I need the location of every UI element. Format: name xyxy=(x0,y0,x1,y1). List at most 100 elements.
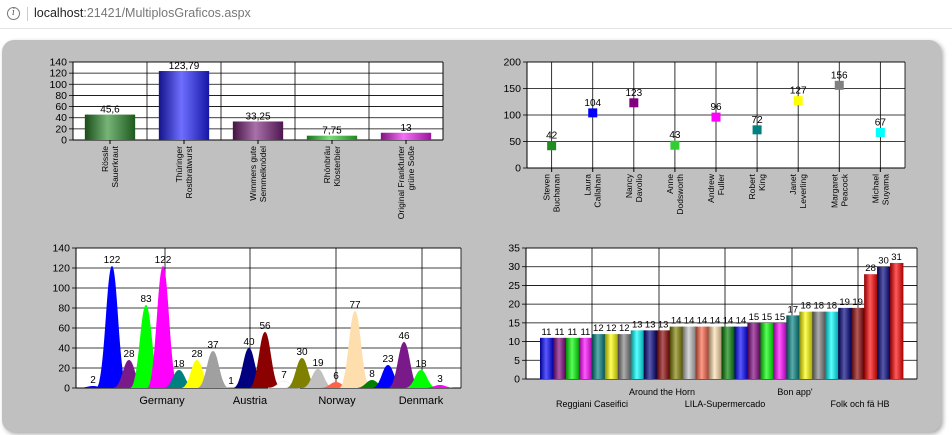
chart3-value-label: 19 xyxy=(312,358,324,369)
chart3-area xyxy=(96,266,128,388)
chart4-bar xyxy=(786,315,800,379)
chart1-bar xyxy=(84,114,136,140)
chart3-value-label: 30 xyxy=(296,347,308,358)
chart2-value-label: 43 xyxy=(669,130,681,141)
chart3-value-label: 40 xyxy=(243,337,255,348)
chart3-value-label: 8 xyxy=(369,369,375,380)
chart4-bar xyxy=(656,330,671,379)
chart3-area xyxy=(286,358,318,388)
chart4-bar xyxy=(591,334,606,379)
chart4-ytick-label: 5 xyxy=(514,355,520,367)
chart4-ytick-label: 35 xyxy=(508,243,520,255)
chart3-ytick-label: 40 xyxy=(58,343,70,355)
chart1-xtick-label: Original Frankfurtergrüne Soße xyxy=(396,146,416,219)
chart3-ytick-label: 120 xyxy=(52,263,70,275)
chart4-xtick-label-bottom: LILA-Supermercado xyxy=(685,399,766,409)
chart4-bar xyxy=(760,322,774,379)
chart2-value-label: 156 xyxy=(831,70,848,81)
chart2-point xyxy=(629,98,639,108)
chart4-xtick-label-bottom: Folk och fä HB xyxy=(830,399,889,409)
chart1-ytick-label: 40 xyxy=(55,112,67,124)
chart3-area xyxy=(405,370,437,388)
chart2-ytick-label: 200 xyxy=(503,57,521,69)
chart4-value-label: 12 xyxy=(606,323,617,334)
chart4-value-label: 28 xyxy=(865,263,876,274)
chart4-bar xyxy=(578,337,593,379)
chart4-bar xyxy=(695,326,709,379)
chart2-point xyxy=(711,112,721,122)
chart4-xtick-label-top: Bon app' xyxy=(777,387,813,397)
chart4-value-label: 18 xyxy=(800,301,811,312)
chart4-value-label: 11 xyxy=(580,327,590,338)
chart3-value-label: 3 xyxy=(437,374,443,385)
chart4-value-label: 11 xyxy=(542,327,552,338)
chart2-ytick-label: 50 xyxy=(509,136,521,148)
chart4-value-label: 15 xyxy=(775,312,786,323)
chart4-bar xyxy=(799,311,813,379)
chart4-value-label: 14 xyxy=(723,316,734,327)
address-bar[interactable]: i localhost:21421/MultiplosGraficos.aspx xyxy=(0,0,952,29)
chart2-xtick-label: StevenBuchanan xyxy=(542,174,562,213)
chart2-xtick-label: NancyDavolio xyxy=(624,173,644,202)
chart4-ytick-label: 30 xyxy=(508,261,520,273)
chart3-value-label: 1 xyxy=(228,376,234,387)
chart4-bar xyxy=(669,326,684,379)
chart1-xtick-label: RhönbräuKlosterbier xyxy=(322,146,342,187)
chart4-bar xyxy=(682,326,696,379)
chart1-xtick-label: Wimmers guteSemmelknödel xyxy=(248,146,268,202)
chart3-xtick-label: Austria xyxy=(233,395,268,407)
chart2-point xyxy=(547,141,557,151)
chart2-xtick-label: MargaretPeacock xyxy=(829,173,849,208)
chart1-bar xyxy=(158,71,210,140)
chart3-value-label: 122 xyxy=(104,255,121,266)
chart4-bar xyxy=(838,307,852,379)
chart1-ytick-label: 20 xyxy=(55,123,67,135)
chart4-bar xyxy=(812,311,826,379)
chart2-point xyxy=(834,80,844,90)
chart2-value-label: 96 xyxy=(710,102,722,113)
url-host: localhost xyxy=(34,6,84,20)
chart4-bar xyxy=(747,322,761,379)
chart4-xtick-label-top: Around the Horn xyxy=(629,387,695,397)
chart4-xtick-label-bottom: Reggiani Caseifici xyxy=(556,399,628,409)
chart4-value-label: 30 xyxy=(878,256,889,267)
chart3-value-label: 28 xyxy=(191,349,203,360)
chart4-value-label: 14 xyxy=(697,316,708,327)
chart4-value-label: 17 xyxy=(788,304,799,315)
chart4-value-label: 14 xyxy=(736,316,747,327)
chart2-xtick-label: RobertKing xyxy=(747,173,767,199)
chart1-ytick-label: 120 xyxy=(49,68,67,80)
chart2-xtick-label: LauraCallahan xyxy=(583,174,603,208)
chart3-ytick-label: 80 xyxy=(58,303,70,315)
chart1-value-label: 45,6 xyxy=(100,105,120,116)
chart1-ytick-label: 80 xyxy=(55,90,67,102)
chart2-value-label: 127 xyxy=(790,86,807,97)
chart3-area xyxy=(302,369,334,388)
chart4-bar xyxy=(773,322,787,379)
info-icon[interactable]: i xyxy=(7,7,20,20)
url-path: :21421/MultiplosGraficos.aspx xyxy=(83,6,251,20)
chart2-value-label: 42 xyxy=(546,131,558,142)
chart4-bar xyxy=(890,262,904,379)
url-text[interactable]: localhost:21421/MultiplosGraficos.aspx xyxy=(34,6,251,20)
chart2-point xyxy=(752,125,762,135)
chart4-value-label: 13 xyxy=(658,319,669,330)
chart1-xtick-label: RössleSauerkraut xyxy=(100,145,120,187)
chart4-bar xyxy=(825,311,839,379)
chart2-ytick-label: 100 xyxy=(503,110,521,122)
chart1-value-label: 123,79 xyxy=(169,61,200,72)
chart4-value-label: 14 xyxy=(710,316,721,327)
chart3-value-label: 37 xyxy=(207,340,219,351)
chart4-bar xyxy=(877,266,891,379)
chart3-area xyxy=(339,311,371,388)
chart3-area xyxy=(147,266,179,388)
chart4-value-label: 31 xyxy=(891,252,902,263)
chart2-xtick-label: AnneDodsworth xyxy=(665,174,685,215)
chart4-value-label: 18 xyxy=(826,301,837,312)
chart3-xtick-label: Germany xyxy=(139,395,185,407)
chart3-ytick-label: 100 xyxy=(52,283,70,295)
chart1-ytick-label: 140 xyxy=(49,57,67,69)
chart4-bar xyxy=(617,334,632,379)
chart4-bar xyxy=(565,337,580,379)
chart4-bar xyxy=(721,326,735,379)
